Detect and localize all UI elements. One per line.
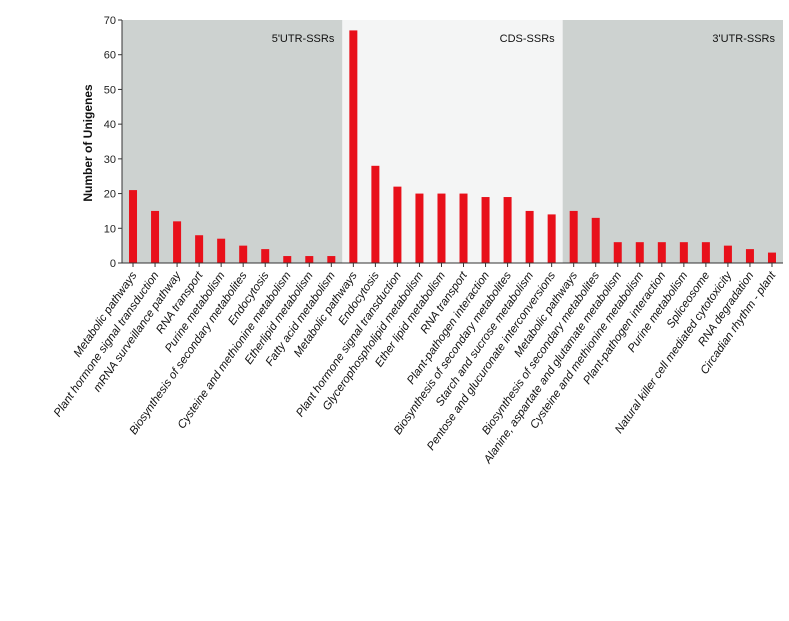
y-tick-label: 50 bbox=[104, 84, 116, 96]
bar bbox=[327, 256, 336, 263]
bar bbox=[503, 197, 512, 263]
bar bbox=[349, 30, 358, 263]
bar bbox=[261, 249, 270, 263]
y-tick-label: 30 bbox=[104, 154, 116, 166]
bar bbox=[459, 193, 468, 263]
y-tick-label: 20 bbox=[104, 189, 116, 201]
y-tick-label: 10 bbox=[104, 223, 116, 235]
bar bbox=[723, 245, 732, 263]
bar bbox=[217, 238, 226, 263]
bar bbox=[393, 186, 402, 263]
y-tick-label: 60 bbox=[104, 50, 116, 62]
bar bbox=[679, 242, 688, 263]
section-label: 5'UTR-SSRs bbox=[272, 33, 335, 45]
bar bbox=[239, 245, 248, 263]
bars bbox=[129, 30, 776, 263]
bar bbox=[283, 256, 292, 263]
y-tick-label: 0 bbox=[110, 258, 116, 270]
y-tick-label: 40 bbox=[104, 119, 116, 131]
bar bbox=[525, 210, 534, 263]
bar bbox=[701, 242, 710, 263]
bar bbox=[635, 242, 644, 263]
bar bbox=[569, 210, 578, 263]
bar bbox=[745, 249, 754, 263]
bar bbox=[305, 256, 314, 263]
section-label: 3'UTR-SSRs bbox=[712, 33, 775, 45]
bar bbox=[547, 214, 556, 263]
bar bbox=[591, 217, 600, 263]
bar bbox=[613, 242, 622, 263]
y-axis-label: Number of Unigenes bbox=[81, 84, 95, 202]
bar bbox=[415, 193, 424, 263]
bar bbox=[151, 210, 160, 263]
bar bbox=[173, 221, 182, 263]
section-label: CDS-SSRs bbox=[500, 33, 556, 45]
y-tick-label: 70 bbox=[104, 15, 116, 27]
bar bbox=[437, 193, 446, 263]
x-tick-label: Plant hormone signal transduction bbox=[52, 270, 162, 419]
bar bbox=[767, 252, 776, 263]
section-backgrounds bbox=[122, 20, 783, 263]
bar bbox=[195, 235, 204, 263]
axes: 0 10 20 30 40 50 60 70 bbox=[104, 15, 783, 270]
bar bbox=[657, 242, 666, 263]
bar bbox=[481, 197, 490, 263]
bar bbox=[129, 190, 138, 263]
bar bbox=[371, 165, 380, 263]
